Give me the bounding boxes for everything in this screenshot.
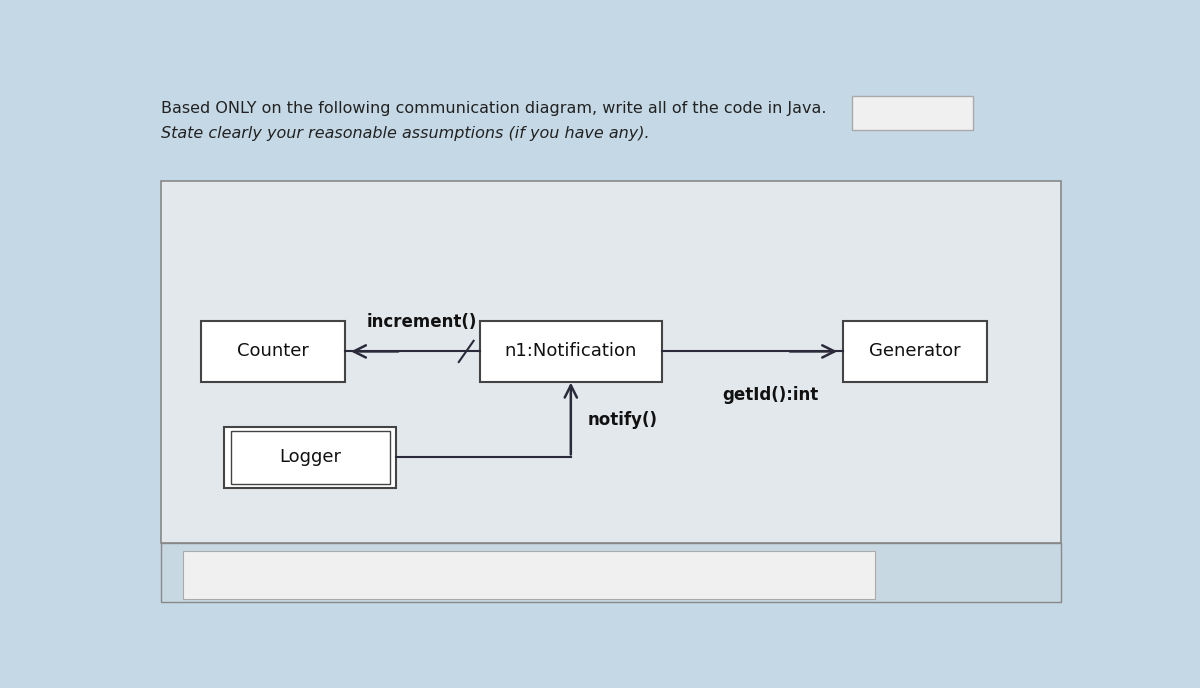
Text: notify(): notify() bbox=[588, 411, 658, 429]
Bar bbox=[202, 321, 346, 382]
Bar bbox=[224, 427, 396, 488]
Text: Generator: Generator bbox=[869, 343, 961, 361]
Text: Based ONLY on the following communication diagram, write all of the code in Java: Based ONLY on the following communicatio… bbox=[161, 101, 827, 116]
Bar bbox=[150, 83, 1080, 178]
Bar bbox=[842, 321, 986, 382]
Text: increment(): increment() bbox=[367, 313, 478, 332]
Bar bbox=[852, 96, 973, 130]
Bar bbox=[161, 544, 1062, 602]
Bar bbox=[182, 551, 876, 599]
Text: Logger: Logger bbox=[280, 449, 342, 466]
Bar bbox=[480, 321, 661, 382]
Text: n1:Notification: n1:Notification bbox=[505, 343, 637, 361]
Text: getId():int: getId():int bbox=[722, 386, 818, 404]
Bar bbox=[230, 431, 390, 484]
Text: Counter: Counter bbox=[238, 343, 310, 361]
Text: State clearly your reasonable assumptions (if you have any).: State clearly your reasonable assumption… bbox=[161, 126, 649, 141]
Bar bbox=[161, 180, 1062, 544]
